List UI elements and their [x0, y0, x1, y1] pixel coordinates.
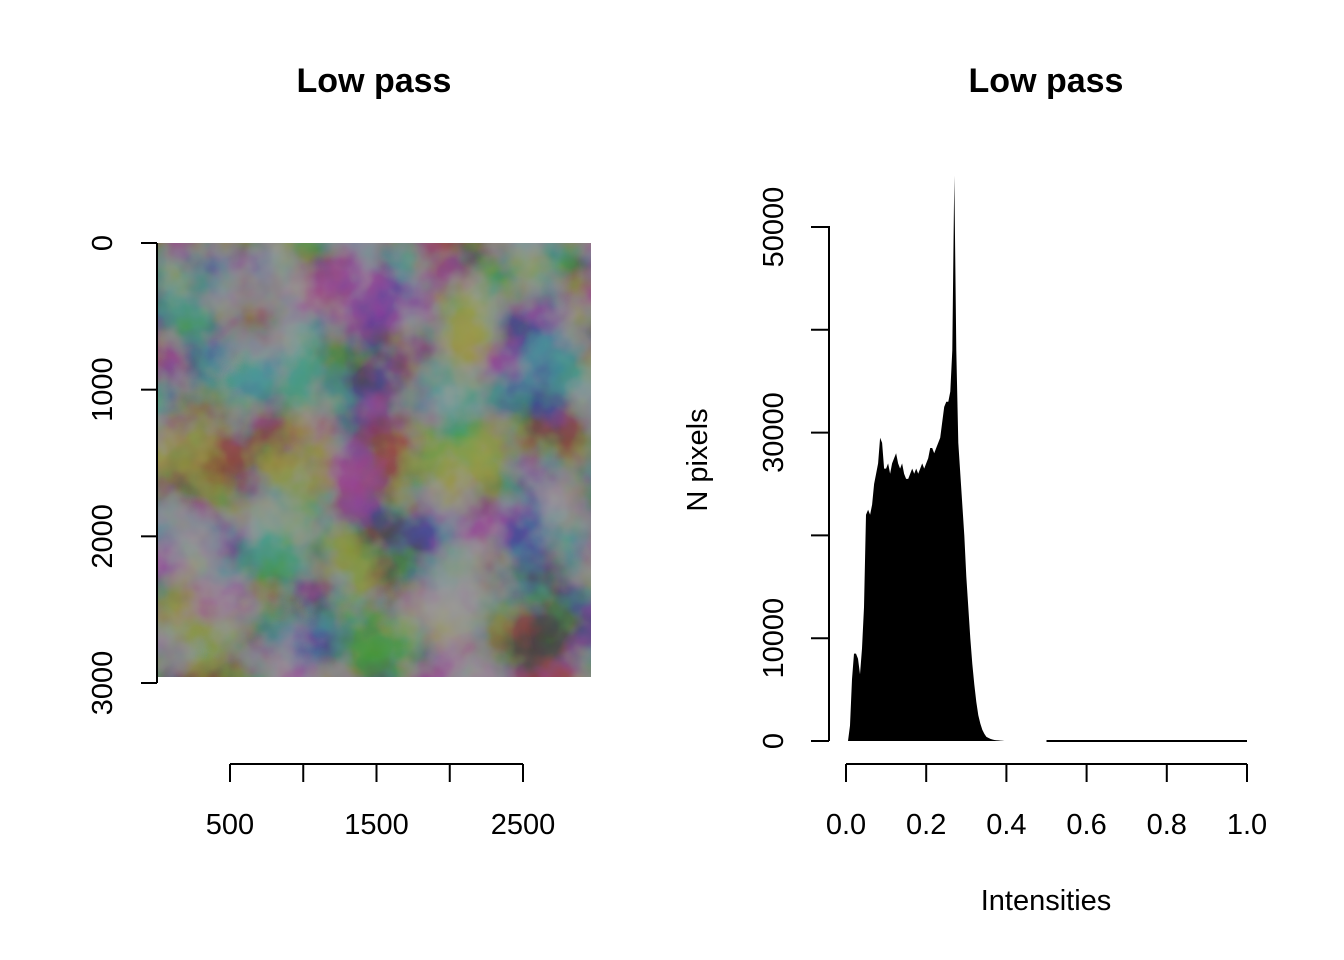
histogram-title: Low pass [969, 62, 1124, 100]
image-y-tick-label: 3000 [87, 651, 119, 716]
histogram-x-ticks: 0.0 0.2 0.4 0.6 0.8 1.0 [826, 740, 1267, 841]
histogram-x-tick-label: 1.0 [1227, 809, 1267, 841]
image-panel: Low pass 0 1000 2000 3000 500 1500 2500 [87, 62, 591, 841]
image-x-tick-label: 2500 [491, 809, 556, 841]
histogram-x-tick-label: 0.8 [1147, 809, 1187, 841]
histogram-bars [846, 175, 1247, 742]
histogram-x-tick-label: 0.0 [826, 809, 866, 841]
histogram-y-tick-label: 30000 [758, 392, 790, 473]
image-y-ticks: 0 1000 2000 3000 [87, 235, 157, 715]
image-x-ticks: 500 1500 2500 [206, 764, 555, 841]
histogram-x-label: Intensities [981, 885, 1112, 917]
histogram-y-ticks: 0 10000 30000 50000 [758, 187, 829, 749]
image-y-tick-label: 0 [87, 235, 119, 251]
image-panel-title: Low pass [297, 62, 452, 100]
image-y-tick-label: 1000 [87, 357, 119, 422]
image-x-tick-label: 1500 [344, 809, 409, 841]
image-y-tick-label: 2000 [87, 504, 119, 569]
histogram-y-tick-label: 0 [758, 733, 790, 749]
histogram-x-tick-label: 0.2 [906, 809, 946, 841]
histogram-x-tick-label: 0.4 [986, 809, 1026, 841]
histogram-y-label: N pixels [682, 408, 714, 511]
image-x-tick-label: 500 [206, 809, 254, 841]
grayscale-image-speckle [157, 243, 591, 677]
histogram-y-tick-label: 10000 [758, 598, 790, 679]
histogram-x-tick-label: 0.6 [1066, 809, 1106, 841]
histogram-y-tick-label: 50000 [758, 187, 790, 268]
